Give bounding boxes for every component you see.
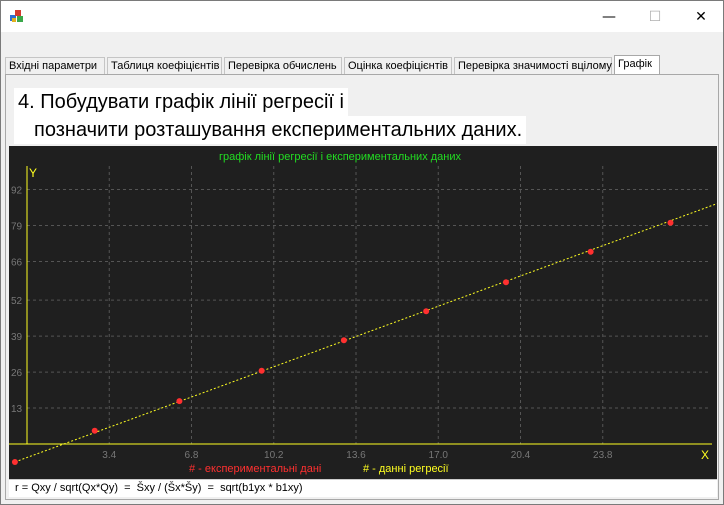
y-axis-label: Y [29,166,37,180]
tab-input-params[interactable]: Вхідні параметри [5,57,105,74]
task-heading-line1: 4. Побудувати графік лінії регресії і [14,88,348,116]
tab-calc-check[interactable]: Перевірка обчислень [224,57,342,74]
tab-coef-estimation[interactable]: Оцінка коефіцієнтів [344,57,452,74]
regression-chart: 3.4 6.8 10.2 13.6 17.0 20.4 23.8 13 26 39 52 66 79 92… [9,146,724,479]
tab-graph[interactable]: Графік [614,55,660,75]
x-tick-label: 20.4 [511,450,531,461]
experimental-point [258,367,265,374]
experimental-point [667,219,674,226]
tab-coefficients-table[interactable]: Таблиця коефіцієнтів [107,57,222,74]
y-tick-label: 92 [11,186,23,197]
maximize-button[interactable]: ☐ [648,8,662,25]
experimental-point [340,337,347,344]
experimental-point [91,427,98,434]
x-tick-label: 10.2 [264,450,284,461]
app-icon [10,10,23,22]
y-tick-label: 79 [11,221,23,232]
task-heading-line2: позначити розташування експериментальних… [14,116,527,144]
y-tick-label: 13 [11,404,23,415]
x-tick-label: 6.8 [185,450,199,461]
title-bar: — ☐ ✕ [1,1,723,32]
y-tick-label: 66 [11,257,23,268]
x-tick-label: 3.4 [102,450,116,461]
experimental-point [11,458,18,465]
experimental-point [502,279,509,286]
x-axis-label: X [701,448,709,462]
x-tick-label: 23.8 [593,450,613,461]
experimental-point [587,248,594,255]
legend-regression: # - данні регресії [363,463,449,475]
regression-line [14,200,724,463]
x-tick-label: 13.6 [346,450,366,461]
y-tick-label: 26 [11,368,23,379]
chart-title: графік лінії регресії і експериментальни… [219,151,462,163]
chart-svg: 3.4 6.8 10.2 13.6 17.0 20.4 23.8 13 26 39 52 66 79 92… [9,151,724,475]
legend-experimental: # - експериментальні дані [189,463,321,475]
tab-significance[interactable]: Перевірка значимості вцілому [454,57,612,74]
close-button[interactable]: ✕ [695,8,707,25]
y-tick-label: 52 [11,296,23,307]
experimental-point [176,398,183,405]
x-tick-label: 17.0 [429,450,449,461]
experimental-point [423,308,430,315]
correlation-formula: r = Qxy / sqrt(Qx*Qy) = Šxy / (Šx*Šy) = … [9,479,717,497]
minimize-button[interactable]: — [602,8,616,25]
y-tick-label: 39 [11,332,23,343]
